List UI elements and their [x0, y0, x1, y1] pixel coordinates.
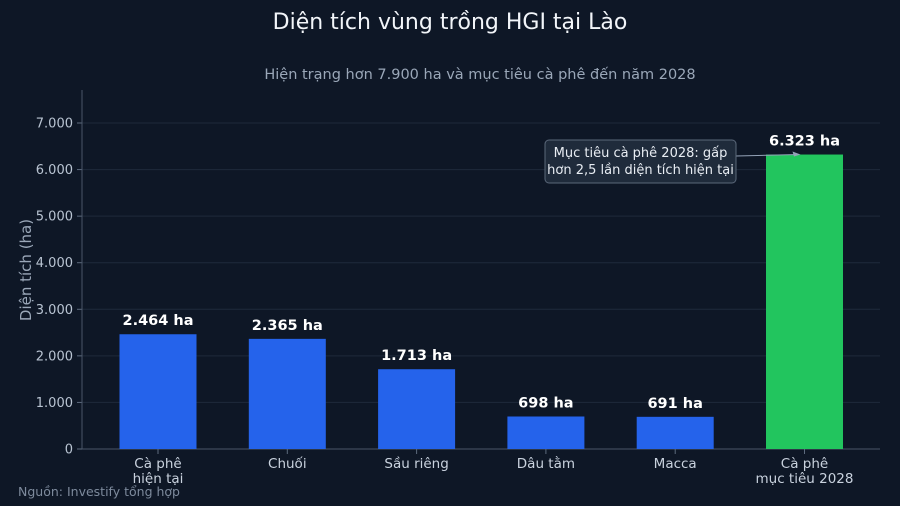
annotation-text: hơn 2,5 lần diện tích hiện tại [547, 163, 734, 178]
bar-value-label: 2.365 ha [252, 318, 323, 334]
chart-subtitle: Hiện trạng hơn 7.900 ha và mục tiêu cà p… [264, 66, 695, 83]
bar [766, 154, 843, 449]
annotation: Mục tiêu cà phê 2028: gấp hơn 2,5 lần diệ… [544, 139, 801, 184]
y-tick-label: 4.000 [36, 256, 73, 271]
x-tick-label: Cà phê [781, 456, 828, 472]
x-tick-label: Macca [654, 456, 697, 472]
x-tick-label: Cà phê [134, 456, 181, 472]
annotation-arrow [735, 154, 799, 157]
bar-value-label: 2.464 ha [122, 313, 193, 329]
bar-value-label: 698 ha [518, 395, 573, 411]
x-tick-label: mục tiêu 2028 [756, 471, 854, 487]
bar [378, 369, 456, 449]
bar [119, 334, 197, 449]
y-tick-label: 5.000 [36, 210, 73, 225]
axes: 0 1.000 2.000 3.000 4.000 5.000 6.000 7.000 [36, 90, 880, 458]
bar-value-label: 6.323 ha [769, 134, 840, 150]
annotation-text: Mục tiêu cà phê 2028: gấp [554, 146, 728, 161]
x-tick-label: Dâu tằm [517, 455, 575, 472]
y-tick-label: 0 [65, 443, 73, 458]
y-axis-label: Diện tích (ha) [17, 219, 35, 321]
bar [248, 338, 326, 449]
x-tick-label: hiện tại [133, 471, 184, 487]
annotation-box [544, 139, 737, 184]
bar-value-label: 691 ha [647, 396, 702, 412]
bar-value-label: 1.713 ha [381, 348, 452, 364]
y-tick-label: 2.000 [36, 349, 73, 364]
chart-title: Diện tích vùng trồng HGI tại Lào [273, 10, 628, 35]
bar [507, 416, 585, 449]
source-note: Nguồn: Investify tổng hợp [18, 484, 180, 499]
x-tick-label: Sầu riêng [384, 456, 448, 472]
bar [636, 416, 714, 449]
annotation-arrowhead [792, 151, 801, 157]
bars [119, 154, 843, 449]
y-tick-label: 3.000 [36, 303, 73, 318]
y-tick-label: 7.000 [36, 117, 73, 132]
y-tick-label: 6.000 [36, 163, 73, 178]
grid-lines [82, 122, 880, 403]
x-tick-label: Chuối [268, 455, 307, 472]
y-tick-label: 1.000 [36, 396, 73, 411]
